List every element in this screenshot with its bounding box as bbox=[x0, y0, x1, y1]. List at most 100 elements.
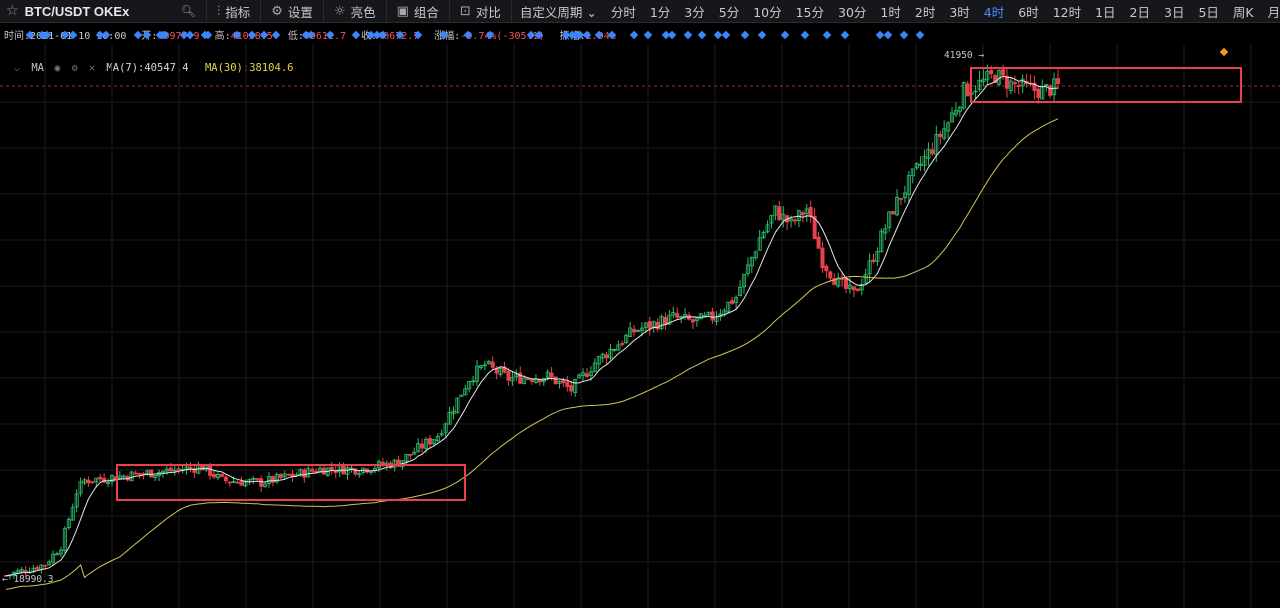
event-marker bbox=[351, 30, 361, 40]
candle-body bbox=[545, 371, 550, 378]
compare-button[interactable]: ⊡ 对比 bbox=[450, 0, 512, 22]
candle-body bbox=[816, 236, 821, 249]
symbol-title: BTC/USDT OKEx bbox=[24, 3, 130, 19]
candle-body bbox=[424, 438, 429, 449]
candle-body bbox=[70, 507, 75, 521]
candle-body bbox=[239, 481, 244, 486]
candle-body bbox=[985, 71, 990, 81]
event-marker bbox=[683, 30, 693, 40]
brightness-button[interactable]: ☼ 亮色 bbox=[324, 0, 387, 22]
period-tab-8[interactable]: 2时 bbox=[914, 4, 936, 20]
candle-body bbox=[612, 348, 617, 351]
candle-body bbox=[832, 278, 837, 285]
period-tab-11[interactable]: 6时 bbox=[1018, 4, 1039, 20]
candle-body bbox=[734, 296, 739, 304]
ma-legend: ⌵ MA ◉ ⚙ ✕ MA(7):40547.4 MA(30):38104.6 bbox=[14, 62, 293, 74]
period-tab-6[interactable]: 30分 bbox=[838, 4, 867, 20]
candle-body bbox=[526, 378, 531, 381]
combo-button[interactable]: ▣ 组合 bbox=[387, 0, 450, 22]
candle-body bbox=[812, 215, 817, 240]
candle-body bbox=[345, 467, 350, 475]
toolbar: ☆ BTC/USDT OKEx 🔍︎ ⫶ 指标 ⚙ 设置 ☼ 亮色 ▣ 组合 ⊡ 对比 自… bbox=[0, 0, 1280, 23]
eye-icon[interactable]: ◉ bbox=[54, 63, 61, 74]
ma30-line bbox=[5, 118, 1059, 590]
low-value: 40612.7 bbox=[303, 31, 347, 42]
period-tab-0[interactable]: 分时 bbox=[610, 4, 636, 20]
star-icon[interactable]: ☆ bbox=[6, 3, 19, 19]
period-tab-17[interactable]: 周K bbox=[1232, 4, 1254, 20]
candle-body bbox=[231, 481, 236, 483]
period-tab-15[interactable]: 3日 bbox=[1164, 4, 1185, 20]
gear-icon: ⚙ bbox=[271, 3, 283, 19]
event-marker bbox=[378, 30, 388, 40]
candle-body bbox=[263, 483, 268, 488]
candle-body bbox=[600, 353, 605, 359]
period-tab-9[interactable]: 3时 bbox=[949, 4, 970, 20]
search-icon[interactable]: 🔍︎ bbox=[180, 4, 196, 18]
collapse-icon[interactable]: ⌵ bbox=[14, 63, 21, 74]
period-tab-4[interactable]: 10分 bbox=[753, 4, 782, 20]
settings-icon[interactable]: ⚙ bbox=[71, 63, 78, 74]
indicators-button[interactable]: ⫶ 指标 bbox=[207, 0, 262, 22]
event-marker bbox=[757, 30, 767, 40]
candle-body bbox=[655, 321, 660, 330]
candle-body bbox=[439, 433, 444, 436]
period-tab-7[interactable]: 1时 bbox=[880, 4, 901, 20]
period-tab-16[interactable]: 5日 bbox=[1198, 4, 1219, 20]
candle-body bbox=[902, 192, 907, 199]
period-tab-12[interactable]: 12时 bbox=[1052, 4, 1082, 20]
candle-body bbox=[914, 163, 919, 169]
candle-body bbox=[1032, 82, 1037, 91]
period-tab-3[interactable]: 5分 bbox=[718, 4, 740, 20]
candle-body bbox=[577, 374, 582, 379]
event-marker bbox=[25, 30, 35, 40]
candle-body bbox=[420, 443, 425, 449]
period-tab-14[interactable]: 2日 bbox=[1129, 4, 1150, 20]
change-value: -0.74%(-305.1) bbox=[460, 31, 545, 42]
event-marker bbox=[101, 30, 111, 40]
candle-body bbox=[898, 197, 903, 200]
candle-body bbox=[565, 381, 570, 388]
event-marker bbox=[372, 30, 382, 40]
time-label: 时间: bbox=[4, 31, 31, 42]
candle-body bbox=[98, 476, 103, 480]
event-marker bbox=[721, 30, 731, 40]
period-tab-2[interactable]: 3分 bbox=[684, 4, 705, 20]
candle-body bbox=[659, 316, 664, 330]
period-tab-13[interactable]: 1日 bbox=[1095, 4, 1116, 20]
period-tab-1[interactable]: 1分 bbox=[649, 4, 671, 20]
candle-body bbox=[109, 475, 114, 482]
event-marker bbox=[800, 30, 810, 40]
event-marker bbox=[439, 30, 449, 40]
candle-body bbox=[863, 274, 868, 284]
sun-icon: ☼ bbox=[333, 3, 346, 19]
event-marker bbox=[247, 30, 257, 40]
settings-label: 设置 bbox=[287, 4, 313, 20]
event-marker-latest bbox=[1219, 47, 1229, 57]
event-marker bbox=[822, 30, 832, 40]
event-marker bbox=[780, 30, 790, 40]
candle-body bbox=[490, 361, 495, 368]
candle-body bbox=[47, 561, 52, 566]
candle-body bbox=[463, 388, 468, 396]
candle-body bbox=[219, 473, 224, 477]
candle-body bbox=[965, 83, 970, 97]
custom-period-dropdown[interactable]: 自定义周期 ⌄ bbox=[520, 2, 597, 21]
event-marker bbox=[607, 30, 617, 40]
settings-button[interactable]: ⚙ 设置 bbox=[261, 0, 324, 22]
candle-body bbox=[255, 478, 260, 480]
period-tab-18[interactable]: 月K bbox=[1267, 4, 1280, 20]
candle-body bbox=[408, 453, 413, 456]
candle-body bbox=[486, 360, 491, 365]
close-icon[interactable]: ✕ bbox=[89, 63, 96, 74]
candle-body bbox=[1048, 85, 1053, 96]
candle-body bbox=[266, 476, 271, 485]
event-marker bbox=[875, 30, 885, 40]
period-tab-10[interactable]: 4时 bbox=[983, 4, 1005, 20]
candle-body bbox=[51, 553, 56, 563]
annotation-box-top bbox=[970, 67, 1242, 103]
symbol-section[interactable]: ☆ BTC/USDT OKEx 🔍︎ bbox=[0, 0, 207, 22]
candle-body bbox=[62, 527, 67, 551]
period-tab-5[interactable]: 15分 bbox=[795, 4, 825, 20]
